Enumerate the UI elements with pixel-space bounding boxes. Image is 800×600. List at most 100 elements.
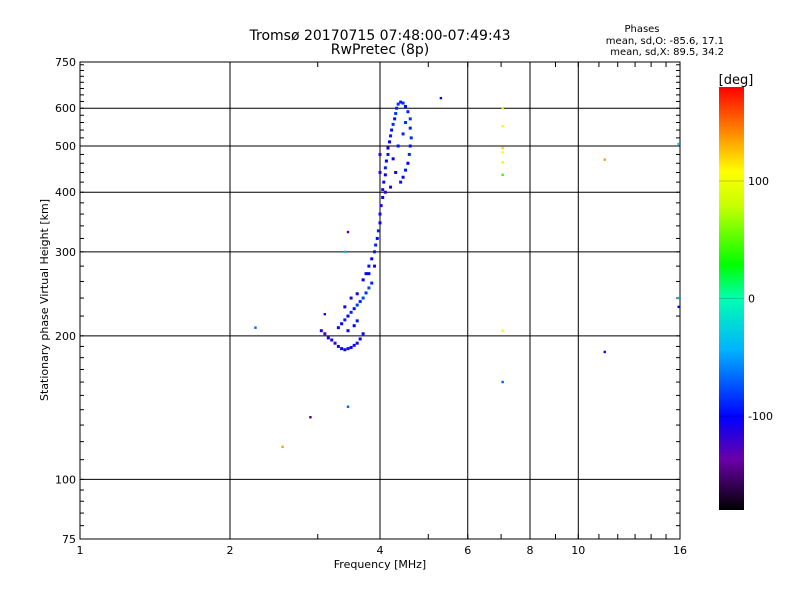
data-point bbox=[367, 272, 371, 276]
x-tick-label: 6 bbox=[464, 544, 471, 557]
data-point bbox=[336, 326, 340, 330]
data-point bbox=[378, 212, 382, 216]
data-point bbox=[401, 175, 405, 179]
data-point bbox=[401, 101, 405, 105]
data-point bbox=[352, 343, 356, 347]
data-point bbox=[374, 243, 378, 247]
data-point bbox=[383, 166, 387, 170]
x-tick-label: 1 bbox=[77, 544, 84, 557]
data-point bbox=[370, 257, 374, 261]
x-tick-label: 16 bbox=[673, 544, 687, 557]
outlier-point bbox=[281, 445, 284, 449]
data-point bbox=[384, 159, 388, 163]
data-point bbox=[378, 152, 382, 156]
chart-title: Tromsø 20170715 07:48:00-07:49:43 bbox=[249, 28, 511, 44]
outlier-point bbox=[309, 416, 312, 419]
outlier-point bbox=[501, 380, 504, 384]
y-tick-label: 300 bbox=[55, 246, 76, 259]
data-point bbox=[381, 195, 385, 199]
x-tick-label: 8 bbox=[527, 544, 534, 557]
stats-o-line: mean, sd,O: -85.6, 17.1 bbox=[606, 36, 724, 47]
data-point bbox=[391, 122, 395, 126]
grid-lines bbox=[80, 62, 680, 539]
colorbar-tick-label: -100 bbox=[748, 410, 773, 423]
data-point bbox=[409, 136, 413, 140]
stats-heading: Phases bbox=[624, 24, 659, 35]
data-point bbox=[361, 296, 365, 300]
data-point bbox=[333, 341, 337, 345]
data-point bbox=[408, 144, 412, 148]
data-point bbox=[389, 185, 393, 189]
data-point bbox=[408, 126, 412, 130]
data-point bbox=[349, 310, 353, 314]
data-point bbox=[381, 188, 385, 192]
colorbar bbox=[719, 87, 744, 510]
data-point bbox=[379, 204, 383, 208]
y-tick-labels: 75 100 200 300 400 500 600 750 bbox=[55, 56, 76, 546]
data-point bbox=[349, 296, 353, 300]
data-point bbox=[389, 134, 393, 138]
data-point bbox=[386, 146, 390, 150]
colorbar-tick-label: 100 bbox=[748, 175, 769, 188]
data-point bbox=[401, 132, 405, 136]
data-point bbox=[361, 332, 365, 336]
outlier-point bbox=[254, 326, 257, 329]
data-point bbox=[394, 170, 398, 174]
outlier-point bbox=[501, 125, 504, 128]
data-point bbox=[408, 117, 412, 121]
data-point bbox=[390, 128, 394, 132]
data-point bbox=[346, 347, 350, 351]
data-point bbox=[403, 168, 407, 172]
outlier-point bbox=[501, 161, 504, 164]
data-point bbox=[386, 152, 390, 156]
data-point bbox=[376, 229, 380, 233]
data-point bbox=[399, 180, 403, 184]
data-point bbox=[346, 329, 350, 333]
data-point bbox=[352, 307, 356, 311]
data-point bbox=[355, 292, 359, 296]
y-tick-label: 500 bbox=[55, 140, 76, 153]
data-point bbox=[346, 314, 350, 318]
data-point bbox=[378, 221, 382, 225]
outlier-point bbox=[346, 230, 350, 234]
data-point bbox=[358, 300, 362, 304]
colorbar-label: [deg] bbox=[719, 73, 754, 88]
data-point bbox=[378, 170, 382, 174]
data-point bbox=[407, 152, 411, 156]
data-point bbox=[361, 278, 365, 282]
axis-ticks bbox=[80, 62, 680, 539]
outlier-point bbox=[677, 296, 680, 300]
data-point bbox=[367, 264, 371, 268]
data-point bbox=[370, 281, 374, 285]
x-tick-label: 4 bbox=[377, 544, 384, 557]
data-point bbox=[330, 338, 334, 342]
data-point bbox=[349, 346, 353, 350]
stats-x-line: mean, sd,X: 89.5, 34.2 bbox=[610, 47, 724, 58]
outlier-point bbox=[501, 173, 504, 177]
data-point bbox=[393, 117, 397, 121]
y-tick-label: 400 bbox=[55, 186, 76, 199]
data-point bbox=[399, 100, 403, 104]
data-point bbox=[323, 332, 327, 336]
outlier-point bbox=[501, 151, 504, 154]
outlier-point bbox=[501, 146, 504, 150]
data-point bbox=[373, 250, 377, 254]
data-point bbox=[364, 291, 368, 295]
y-tick-label: 200 bbox=[55, 330, 76, 343]
data-point bbox=[367, 286, 371, 290]
data-point bbox=[319, 329, 323, 333]
data-point bbox=[396, 144, 400, 148]
data-point bbox=[382, 180, 386, 184]
y-tick-label: 75 bbox=[62, 533, 76, 546]
y-tick-label: 600 bbox=[55, 102, 76, 115]
outlier-point bbox=[501, 329, 504, 332]
outlier-point bbox=[677, 305, 680, 309]
data-points bbox=[254, 96, 680, 449]
data-point bbox=[403, 121, 407, 125]
data-point bbox=[352, 324, 356, 328]
data-point bbox=[406, 110, 410, 114]
data-point bbox=[373, 264, 377, 268]
outlier-point bbox=[603, 350, 606, 354]
data-point bbox=[326, 336, 330, 340]
